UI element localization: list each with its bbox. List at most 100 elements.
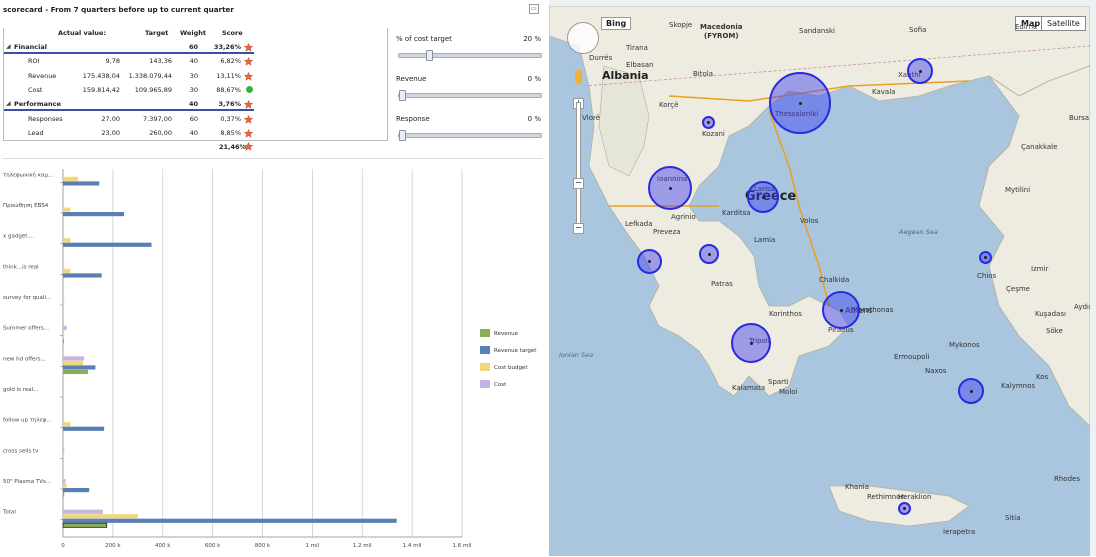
legend-label: Revenue	[494, 331, 519, 337]
bar-cost	[63, 325, 67, 330]
bubble-heraklion[interactable]	[898, 502, 911, 515]
red-star-icon	[243, 114, 254, 124]
bar-revenue	[63, 492, 65, 497]
col-weight[interactable]: Weight	[180, 29, 206, 37]
bar-revenue-target	[63, 212, 125, 217]
slider-thumb[interactable]	[399, 90, 406, 101]
slider-track[interactable]	[398, 130, 542, 141]
table-row[interactable]: Lead 23,00 260,00 40 8,85%	[4, 126, 386, 140]
bubble-xanthi[interactable]	[907, 58, 933, 84]
row-target: 143,36	[149, 57, 172, 66]
legend-swatch	[480, 346, 490, 354]
bubble-agrinio[interactable]	[699, 244, 719, 264]
bar-cost-budget	[63, 238, 71, 243]
bar-cost	[63, 356, 85, 361]
bubble-chios[interactable]	[979, 251, 992, 264]
label-korce: Korçë	[659, 101, 679, 109]
row-score: 6,82%	[220, 57, 241, 66]
pan-control[interactable]	[567, 22, 599, 54]
label-kalymnos: Kalymnos	[1001, 382, 1036, 390]
label-mytilini: Mytilini	[1005, 186, 1031, 194]
col-actual[interactable]: Actual value:	[58, 29, 106, 37]
map-view[interactable]: Bing Map Satellite + − − Albania Greece …	[549, 6, 1090, 556]
collapse-triangle-icon[interactable]: ◢	[6, 43, 11, 50]
zoom-slider[interactable]	[576, 102, 581, 224]
y-category-label: survey for quali...	[3, 295, 51, 301]
bar-cost-budget	[63, 330, 65, 335]
row-label: Performance	[14, 100, 61, 109]
row-score: 0,37%	[220, 114, 241, 123]
table-row[interactable]: Responses 27,00 7.397,00 60 0,37%	[4, 112, 386, 126]
label-soke: Söke	[1046, 327, 1063, 335]
bar-revenue	[62, 522, 108, 528]
bar-revenue-target	[63, 273, 102, 278]
collapse-triangle-icon[interactable]: ◢	[6, 100, 11, 108]
slider-track[interactable]	[398, 50, 542, 61]
table-row[interactable]: Revenue 175.438,04 1.338.079,44 30 13,11%	[4, 69, 386, 83]
label-aydin: Aydın	[1074, 303, 1090, 311]
bar-revenue	[63, 369, 88, 375]
bubble-thessaloniki[interactable]	[769, 72, 831, 134]
legend-label: Cost	[494, 382, 507, 388]
slider-thumb[interactable]	[399, 130, 406, 141]
bubble-athens[interactable]	[822, 291, 860, 329]
bar-cost-budget	[63, 176, 78, 182]
label-chios: Chios	[977, 272, 997, 280]
label-lefkada: Lefkada	[625, 220, 653, 228]
y-category-label: Summer offers...	[3, 326, 49, 332]
label-kos: Kos	[1036, 373, 1049, 381]
label-elbasan: Elbasan	[626, 61, 654, 69]
col-target[interactable]: Target	[145, 29, 169, 37]
table-group-row[interactable]: ◢ Financial 60 33,26%	[4, 40, 386, 54]
bubble-kalymnos[interactable]	[958, 378, 984, 404]
label-bitola: Bitola	[693, 70, 714, 78]
y-category-label: think...is real	[3, 264, 39, 270]
map-panel: Bing Map Satellite + − − Albania Greece …	[549, 0, 1096, 556]
y-category-label: gold is real...	[3, 387, 39, 393]
red-star-icon	[243, 42, 254, 52]
bubble-lefkada[interactable]	[637, 249, 662, 274]
slider-value: 0 %	[527, 75, 541, 83]
zoom-out-button[interactable]: −	[573, 223, 584, 234]
red-star-icon	[243, 57, 254, 67]
legend-swatch	[480, 380, 490, 388]
minimize-button[interactable]: ▭	[529, 4, 539, 14]
bar-revenue-target	[63, 426, 105, 431]
legend-swatch	[480, 363, 490, 371]
streetside-icon[interactable]	[575, 70, 582, 84]
bubble-ioannina[interactable]	[648, 166, 692, 210]
zoom-thumb[interactable]: −	[573, 178, 584, 189]
table-row[interactable]: Cost 159.814,42 109.965,89 30 88,67%	[4, 83, 386, 97]
col-score[interactable]: Score	[222, 29, 243, 37]
label-ionian-sea: Ionian Sea	[559, 351, 594, 359]
red-star-icon	[243, 128, 254, 138]
y-category-label: cross sells tv	[3, 448, 39, 454]
row-weight: 40	[188, 100, 198, 109]
label-sitia: Sitia	[1005, 514, 1021, 522]
bar-revenue-target	[63, 518, 397, 523]
panel-title: scorecard - From 7 quarters before up to…	[3, 5, 234, 14]
label-ermoupoli: Ermoupoli	[894, 353, 930, 361]
label-rhodes: Rhodes	[1054, 475, 1080, 483]
row-label: ROI	[28, 57, 40, 66]
bubble-kozani[interactable]	[702, 116, 715, 129]
x-tick-label: 1.6 mil	[453, 543, 472, 549]
table-group-row[interactable]: ◢ Performance 40 3,76%	[4, 97, 386, 112]
row-target: 109.965,89	[134, 85, 172, 94]
y-category-label: new hd offers...	[3, 356, 46, 362]
row-label: Financial	[14, 43, 48, 51]
label-moloi: Moloi	[779, 388, 798, 396]
table-row[interactable]: ROI 9,78 143,36 40 6,82%	[4, 54, 386, 68]
bar-revenue-target	[63, 242, 152, 247]
scorecard-panel: scorecard - From 7 quarters before up to…	[0, 0, 547, 556]
bubble-tripoli[interactable]	[731, 323, 771, 363]
row-weight: 60	[189, 114, 198, 123]
satellite-view-button[interactable]: Satellite	[1041, 16, 1086, 31]
row-weight: 40	[189, 128, 198, 137]
row-label: Revenue	[28, 71, 57, 80]
slider-thumb[interactable]	[426, 50, 433, 61]
slider-track[interactable]	[398, 90, 542, 101]
bubble-larisa[interactable]	[747, 181, 779, 213]
label-ierapetra: Ierapetra	[943, 528, 976, 536]
row-actual: 175.438,04	[82, 71, 120, 80]
